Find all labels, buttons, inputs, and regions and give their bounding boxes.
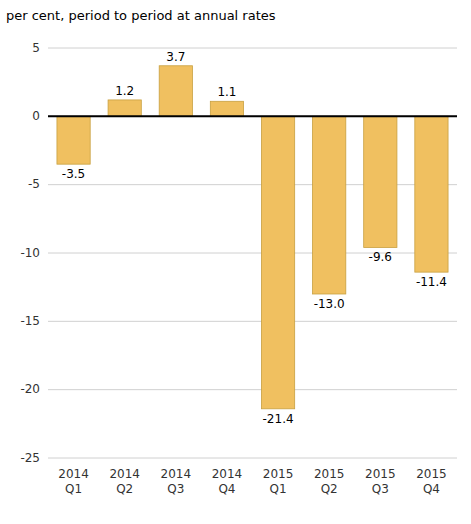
x-tick-label: 2014Q4	[212, 467, 243, 496]
y-tick-label: -25	[20, 451, 40, 465]
y-tick-label: 0	[32, 109, 40, 123]
data-label: 1.1	[217, 85, 236, 99]
x-tick-label: 2015Q4	[416, 467, 447, 496]
grid-line	[48, 389, 457, 390]
data-label: -11.4	[416, 275, 447, 289]
x-tick-label: 2015Q2	[314, 467, 345, 496]
x-tick-label: 2015Q3	[365, 467, 396, 496]
bar	[364, 116, 397, 247]
bar	[159, 66, 192, 117]
y-axis-label: per cent, period to period at annual rat…	[6, 8, 276, 23]
bar	[261, 116, 294, 408]
data-label: 1.2	[115, 84, 134, 98]
y-tick-label: -15	[20, 314, 40, 328]
x-tick-label: 2014Q1	[58, 467, 89, 496]
grid-line	[48, 116, 457, 117]
grid-line	[48, 48, 457, 49]
bar	[313, 116, 346, 294]
data-label: -9.6	[369, 250, 392, 264]
grid-line	[48, 458, 457, 459]
y-tick-label: -5	[28, 177, 40, 191]
data-label: 3.7	[166, 50, 185, 64]
y-tick-label: 5	[32, 41, 40, 55]
grid-line	[48, 253, 457, 254]
bar	[210, 101, 243, 116]
y-tick-label: -10	[20, 246, 40, 260]
bar	[415, 116, 448, 272]
x-tick-label: 2014Q2	[109, 467, 140, 496]
data-label: -13.0	[314, 297, 345, 311]
data-label: -21.4	[263, 412, 294, 426]
chart: 5 0 -5 -10 -15 -20 -25 -3.5 1.2 3.7 1.1 -21.4 -13.0 -…	[0, 0, 471, 524]
x-tick-label: 2014Q3	[161, 467, 192, 496]
grid	[48, 48, 457, 458]
x-tick-label: 2015Q1	[263, 467, 294, 496]
zero-line	[48, 115, 457, 117]
grid-line	[48, 321, 457, 322]
data-label: -3.5	[62, 167, 85, 181]
bar	[57, 116, 90, 164]
bar	[108, 100, 141, 116]
y-tick-label: -20	[20, 382, 40, 396]
